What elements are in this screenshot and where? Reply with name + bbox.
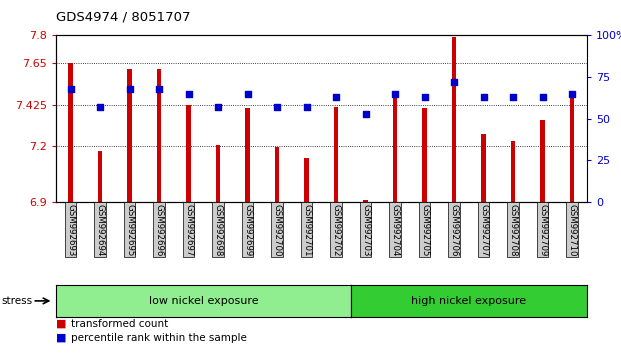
Text: transformed count: transformed count <box>71 319 169 329</box>
Bar <box>570 98 574 202</box>
Bar <box>157 69 161 202</box>
Bar <box>216 145 220 202</box>
Bar <box>540 120 545 202</box>
Bar <box>68 63 73 202</box>
Bar <box>245 108 250 202</box>
Bar <box>452 37 456 202</box>
Text: GDS4974 / 8051707: GDS4974 / 8051707 <box>56 11 191 24</box>
Point <box>479 94 489 100</box>
Point <box>567 91 577 97</box>
Point <box>272 104 282 110</box>
Bar <box>481 134 486 202</box>
Bar <box>275 147 279 202</box>
Bar <box>511 141 515 202</box>
Text: GSM992702: GSM992702 <box>332 204 340 256</box>
Text: low nickel exposure: low nickel exposure <box>148 296 258 306</box>
Point <box>125 86 135 91</box>
Point <box>538 94 548 100</box>
Text: percentile rank within the sample: percentile rank within the sample <box>71 333 247 343</box>
Point <box>154 86 164 91</box>
Point <box>420 94 430 100</box>
Text: stress: stress <box>2 296 33 306</box>
Text: ■: ■ <box>56 319 66 329</box>
Text: GSM992698: GSM992698 <box>214 204 222 256</box>
Point <box>95 104 105 110</box>
Text: ■: ■ <box>56 333 66 343</box>
Point <box>213 104 223 110</box>
Text: GSM992705: GSM992705 <box>420 204 429 256</box>
Point <box>508 94 518 100</box>
Bar <box>304 158 309 202</box>
Text: GSM992708: GSM992708 <box>509 204 517 256</box>
Text: GSM992699: GSM992699 <box>243 204 252 256</box>
Text: GSM992697: GSM992697 <box>184 204 193 256</box>
Bar <box>127 69 132 202</box>
Text: GSM992695: GSM992695 <box>125 204 134 256</box>
Bar <box>186 105 191 202</box>
Text: GSM992704: GSM992704 <box>391 204 399 256</box>
Bar <box>393 93 397 202</box>
Text: GSM992707: GSM992707 <box>479 204 488 256</box>
Text: GSM992709: GSM992709 <box>538 204 547 256</box>
Text: high nickel exposure: high nickel exposure <box>411 296 527 306</box>
Point <box>331 94 341 100</box>
Text: GSM992710: GSM992710 <box>568 204 576 256</box>
Point <box>302 104 312 110</box>
Text: GSM992706: GSM992706 <box>450 204 458 256</box>
Text: GSM992693: GSM992693 <box>66 204 75 256</box>
Bar <box>334 107 338 202</box>
Bar <box>422 108 427 202</box>
Text: GSM992701: GSM992701 <box>302 204 311 256</box>
Text: GSM992703: GSM992703 <box>361 204 370 256</box>
Text: GSM992696: GSM992696 <box>155 204 163 256</box>
Point <box>449 79 459 85</box>
Point <box>361 111 371 116</box>
Point <box>184 91 194 97</box>
Point <box>243 91 253 97</box>
Text: GSM992694: GSM992694 <box>96 204 104 256</box>
Bar <box>363 200 368 202</box>
Point <box>390 91 400 97</box>
Text: GSM992700: GSM992700 <box>273 204 281 256</box>
Bar <box>98 151 102 202</box>
Point <box>66 86 76 91</box>
